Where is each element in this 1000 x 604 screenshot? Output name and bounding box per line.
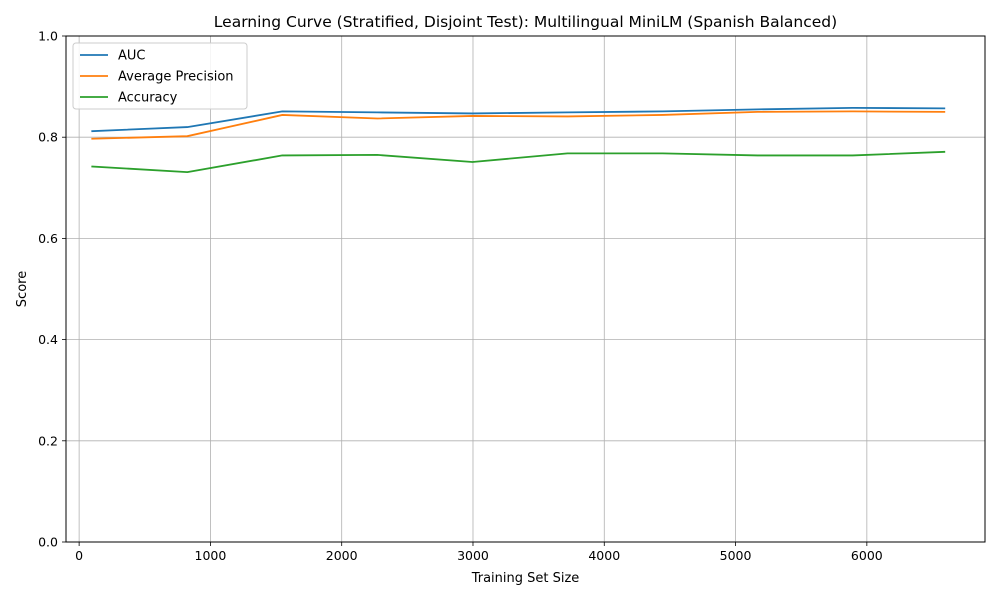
ticks-layer: 0 1000 2000 3000 4000 5000 6000 0.0 0.2 0.4 0.6 0.8… [38, 29, 883, 564]
x-tick-label: 2000 [326, 548, 358, 563]
plot-frame [65, 35, 986, 543]
y-axis-label: Score [15, 271, 30, 307]
y-tick-label: 0.6 [38, 231, 58, 246]
y-tick-label: 0.8 [38, 130, 58, 145]
series-lines-layer [91, 106, 946, 174]
series-line-average-precision [91, 110, 946, 140]
legend-label-accuracy: Accuracy [118, 91, 178, 106]
y-tick-label: 0.2 [38, 433, 58, 448]
x-tick-label: 1000 [195, 548, 227, 563]
x-tick-label: 0 [75, 548, 83, 563]
series-line-auc [91, 106, 946, 133]
y-tick-label: 0.4 [38, 332, 58, 347]
y-tick-label: 0.0 [38, 535, 58, 550]
chart-title: Learning Curve (Stratified, Disjoint Tes… [214, 13, 837, 31]
legend-box [72, 42, 248, 110]
legend-items: AUC Average Precision Accuracy [80, 49, 234, 106]
x-tick-label: 3000 [457, 548, 489, 563]
legend-label-average-precision: Average Precision [118, 70, 234, 85]
x-tick-label: 4000 [588, 548, 620, 563]
x-tick-label: 6000 [851, 548, 883, 563]
series-line-accuracy [91, 150, 946, 174]
legend: AUC Average Precision Accuracy [72, 42, 248, 110]
y-tick-label: 1.0 [38, 29, 58, 44]
x-tick-label: 5000 [720, 548, 752, 563]
x-axis-label: Training Set Size [471, 571, 580, 586]
legend-label-auc: AUC [118, 49, 146, 64]
